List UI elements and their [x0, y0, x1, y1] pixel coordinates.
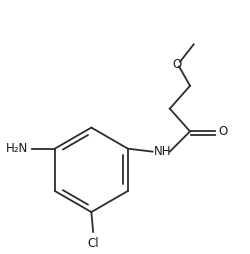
Text: H₂N: H₂N: [6, 142, 28, 155]
Text: Cl: Cl: [87, 237, 99, 250]
Text: O: O: [218, 125, 227, 138]
Text: O: O: [172, 58, 182, 71]
Text: NH: NH: [154, 145, 172, 158]
